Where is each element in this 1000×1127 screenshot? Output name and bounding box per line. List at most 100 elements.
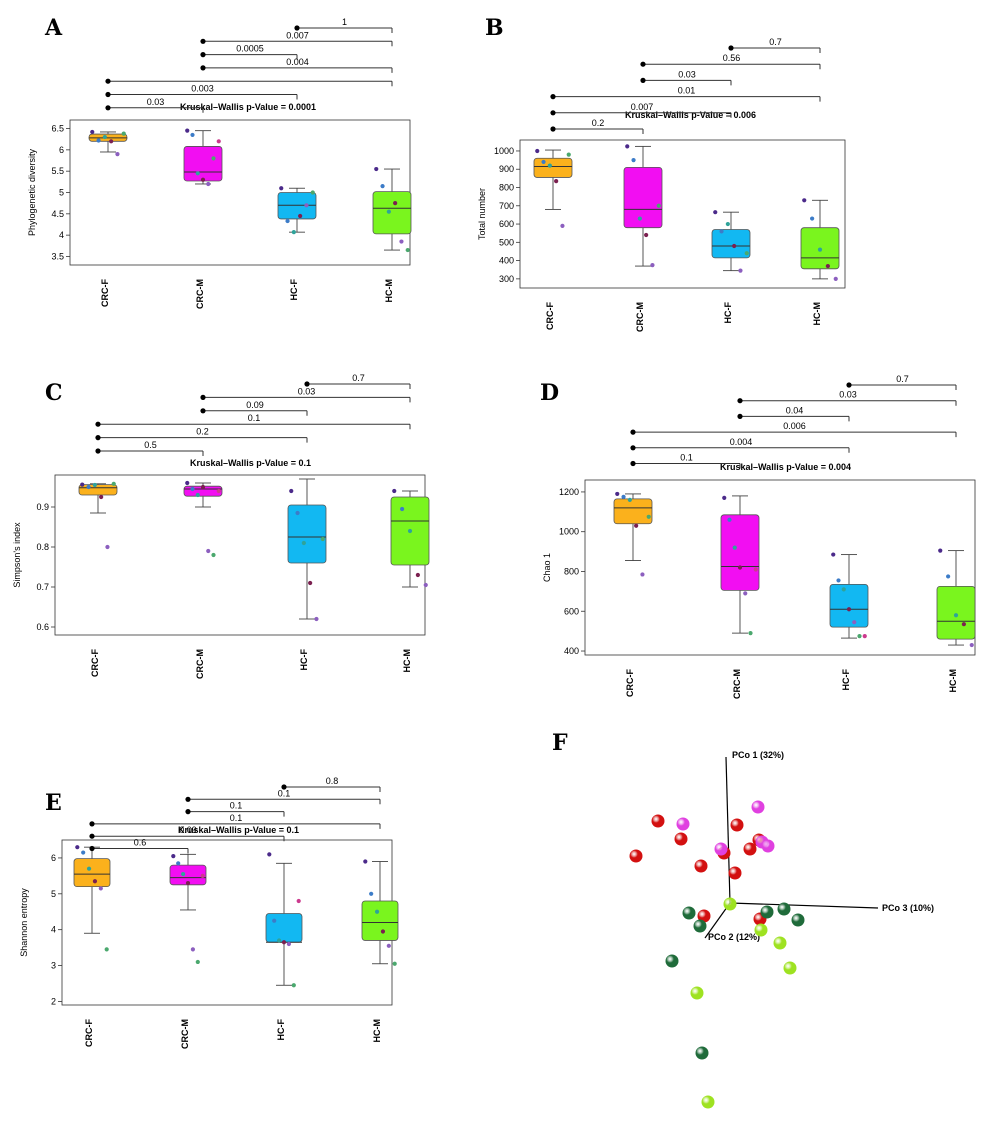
data-point <box>206 181 211 187</box>
significance-bracket: 0.7 <box>846 374 957 390</box>
significance-bracket: 0.1 <box>89 813 381 829</box>
sample-sphere-lime <box>773 936 787 950</box>
panel-a: A 3.5 4 4.5 5 5.5 6 6.5 Phylogenetic diversity Kr… <box>27 15 412 309</box>
data-point <box>732 243 737 249</box>
p-value-label: 0.1 <box>230 801 243 811</box>
data-point <box>743 591 748 596</box>
data-point <box>737 565 743 570</box>
bracket-start-dot <box>200 394 206 400</box>
y-axis-label: Total number <box>477 188 487 240</box>
y-tick-label: 500 <box>499 237 514 247</box>
data-point <box>386 209 391 214</box>
bracket-start-dot <box>281 784 287 790</box>
data-point <box>554 179 559 184</box>
y-tick-label: 4 <box>59 230 64 240</box>
box-hc-f <box>287 478 327 622</box>
sample-sphere-lime <box>723 897 737 911</box>
data-point <box>969 642 974 648</box>
data-point <box>644 232 649 238</box>
data-point <box>96 138 101 143</box>
data-point <box>953 613 959 618</box>
data-point <box>374 166 379 172</box>
data-point <box>308 580 313 586</box>
data-point <box>938 548 943 553</box>
x-tick-label: CRC-M <box>180 1019 190 1049</box>
data-point <box>627 497 632 502</box>
x-tick-label: CRC-F <box>84 1019 94 1047</box>
bracket-start-dot <box>550 94 556 100</box>
box-crc-f <box>533 148 573 228</box>
panel-label: D <box>540 380 559 406</box>
data-point <box>831 552 836 557</box>
data-point <box>810 216 815 221</box>
data-point <box>190 486 195 492</box>
y-tick-label: 1000 <box>494 146 514 156</box>
x-tick-label: CRC-M <box>195 279 205 309</box>
panel-d: D 400 600 800 1000 1200 Chao 1 Kruskal–Wallis p… <box>540 374 976 699</box>
bracket-start-dot <box>185 796 191 802</box>
y-tick-label: 0.7 <box>36 582 49 592</box>
data-point <box>200 484 206 490</box>
box <box>372 191 412 235</box>
sample-sphere-dark <box>682 906 696 920</box>
data-point <box>286 941 291 947</box>
data-point <box>314 616 319 622</box>
bracket-start-dot <box>95 448 101 454</box>
y-tick-label: 400 <box>564 646 579 656</box>
significance-bracket: 0.003 <box>105 84 298 100</box>
significance-bracket: 0.1 <box>630 453 741 469</box>
panel-label: B <box>485 15 504 41</box>
sample-sphere-red <box>694 859 708 873</box>
data-point <box>727 517 732 522</box>
bracket-start-dot <box>550 110 556 116</box>
box <box>183 146 223 182</box>
sample-sphere-pink <box>676 817 690 831</box>
significance-bracket: 0.03 <box>737 390 957 406</box>
bracket-start-dot <box>200 38 206 44</box>
pco1-axis <box>725 756 731 904</box>
significance-bracket: 0.6 <box>89 838 189 854</box>
significance-bracket: 0.03 <box>200 386 411 403</box>
y-tick-label: 2 <box>51 996 56 1006</box>
data-point <box>279 186 284 191</box>
data-point <box>825 263 830 269</box>
data-point <box>722 495 727 500</box>
p-value-label: 1 <box>342 17 347 27</box>
bracket-start-dot <box>105 105 111 111</box>
y-tick-label: 3 <box>51 961 56 971</box>
box <box>720 514 760 591</box>
p-value-label: 0.7 <box>769 37 782 47</box>
x-tick-label: HC-F <box>723 302 733 324</box>
data-point <box>310 190 315 195</box>
data-point <box>267 852 272 857</box>
box-crc-m <box>720 495 760 636</box>
data-point <box>541 159 546 165</box>
x-tick-label: CRC-F <box>545 302 555 330</box>
significance-bracket: 0.006 <box>630 421 957 438</box>
p-value-label: 0.1 <box>248 413 261 423</box>
sample-sphere-pink <box>714 842 728 856</box>
bracket-start-dot <box>105 91 111 98</box>
y-tick-label: 600 <box>564 606 579 616</box>
data-point <box>615 491 620 497</box>
data-point <box>102 134 107 140</box>
sample-sphere-red <box>674 832 688 846</box>
data-point <box>200 177 206 182</box>
data-point <box>836 578 841 583</box>
data-point <box>195 171 200 176</box>
box-crc-f <box>78 481 118 550</box>
data-point <box>400 506 405 512</box>
kruskal-wallis-annotation: Kruskal–Wallis p-Value = 0.0001 <box>180 102 316 112</box>
data-point <box>392 488 397 494</box>
x-tick-label: HC-F <box>289 279 299 301</box>
sample-sphere-dark <box>665 954 679 968</box>
p-value-label: 0.6 <box>134 838 147 848</box>
y-tick-label: 6 <box>59 145 64 155</box>
p-value-label: 0.03 <box>678 69 696 79</box>
data-point <box>392 961 397 966</box>
panel-label: C <box>45 380 63 406</box>
data-point <box>90 129 95 135</box>
p-value-label: 0.03 <box>147 97 165 107</box>
data-point <box>181 871 186 877</box>
